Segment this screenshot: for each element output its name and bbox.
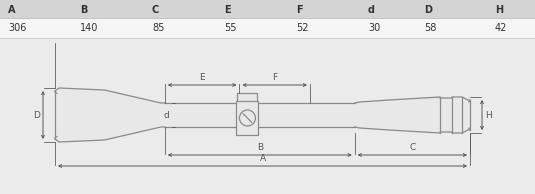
Text: 85: 85 <box>152 23 164 33</box>
Text: D: D <box>33 111 40 120</box>
Circle shape <box>240 110 255 126</box>
Bar <box>165 103 355 127</box>
Text: 58: 58 <box>424 23 437 33</box>
Text: 52: 52 <box>296 23 309 33</box>
Text: D: D <box>424 5 432 15</box>
Text: B: B <box>80 5 87 15</box>
Bar <box>0 0 535 18</box>
Text: A: A <box>259 154 265 163</box>
Text: C: C <box>409 143 416 152</box>
Text: E: E <box>224 5 231 15</box>
Text: d: d <box>368 5 375 15</box>
Text: 42: 42 <box>495 23 507 33</box>
Bar <box>0 18 535 38</box>
Polygon shape <box>355 97 470 133</box>
Text: 140: 140 <box>80 23 98 33</box>
Text: d: d <box>163 111 169 120</box>
Text: E: E <box>200 73 205 82</box>
Text: 30: 30 <box>368 23 380 33</box>
Text: H: H <box>485 111 492 120</box>
Text: F: F <box>296 5 303 15</box>
Text: 55: 55 <box>224 23 236 33</box>
Text: A: A <box>8 5 16 15</box>
Text: 306: 306 <box>8 23 26 33</box>
Text: C: C <box>152 5 159 15</box>
Text: H: H <box>495 5 503 15</box>
Bar <box>238 93 257 103</box>
Text: B: B <box>257 143 263 152</box>
Polygon shape <box>55 88 165 142</box>
Text: F: F <box>272 73 277 82</box>
Bar <box>236 101 258 135</box>
